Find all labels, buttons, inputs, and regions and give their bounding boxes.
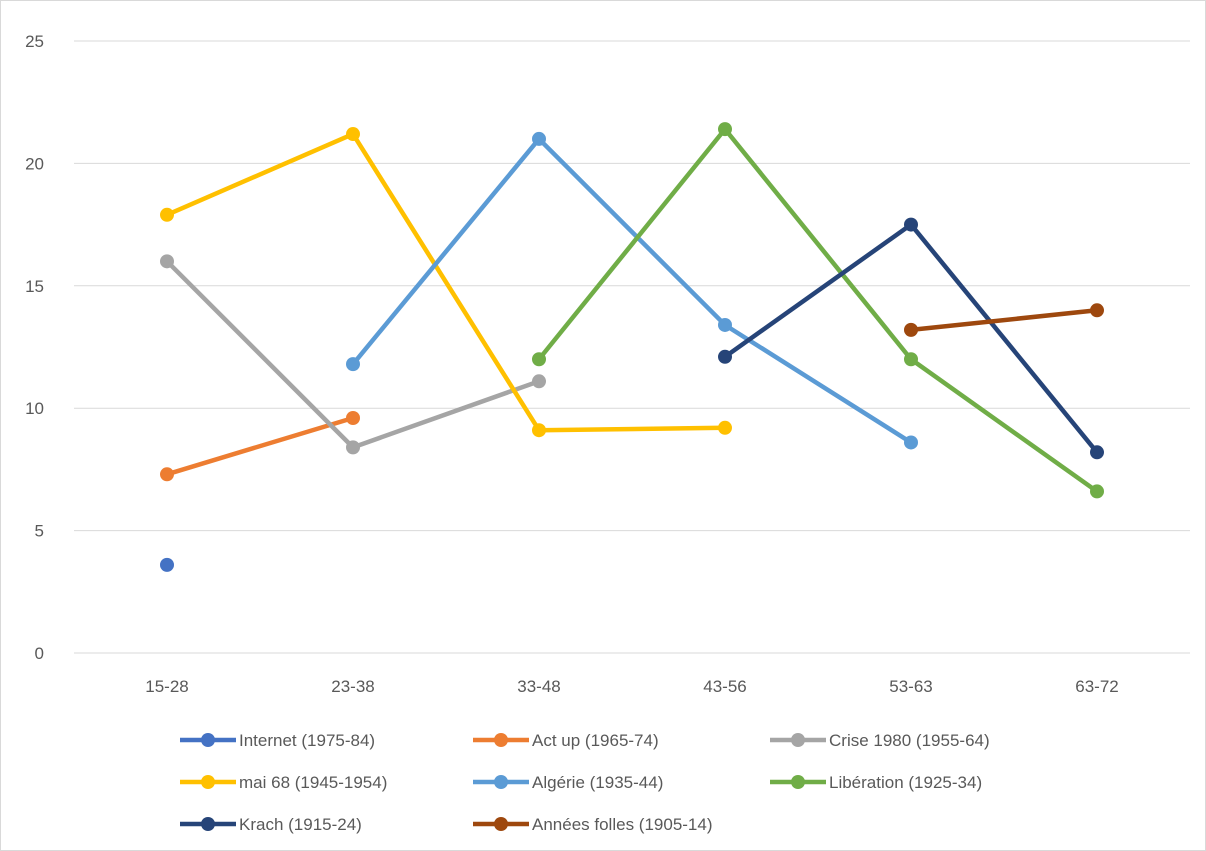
y-tick-label: 15 xyxy=(25,277,44,296)
data-point xyxy=(718,122,732,137)
data-point xyxy=(532,374,546,389)
legend-item: Internet (1975-84) xyxy=(180,731,375,750)
data-point xyxy=(904,352,918,367)
legend-label: Internet (1975-84) xyxy=(239,731,375,750)
gridlines xyxy=(74,40,1190,654)
series-4 xyxy=(346,131,918,450)
x-tick-label: 63-72 xyxy=(1075,677,1118,696)
legend-swatch-marker xyxy=(791,733,805,747)
legend-swatch-marker xyxy=(494,733,508,747)
x-tick-label: 53-63 xyxy=(889,677,932,696)
y-axis-ticks: 0 5 10 15 20 25 xyxy=(25,32,44,663)
series-7 xyxy=(904,303,1104,337)
series-line xyxy=(350,136,914,445)
legend-label: Act up (1965-74) xyxy=(532,731,659,750)
legend-swatch-marker xyxy=(494,775,508,789)
series-line xyxy=(164,415,356,477)
y-tick-label: 5 xyxy=(35,522,44,541)
series-line xyxy=(536,126,1100,494)
y-tick-label: 20 xyxy=(25,154,44,173)
series-0 xyxy=(160,557,174,572)
data-point xyxy=(160,254,174,269)
data-point xyxy=(1090,445,1104,460)
data-point xyxy=(346,127,360,142)
data-point xyxy=(160,467,174,482)
x-tick-label: 33-48 xyxy=(517,677,560,696)
data-point xyxy=(904,217,918,232)
series-2 xyxy=(160,254,546,455)
legend-swatch-marker xyxy=(201,817,215,831)
legend-item: Krach (1915-24) xyxy=(180,815,362,834)
legend-swatch-marker xyxy=(201,733,215,747)
legend-swatch-marker xyxy=(201,775,215,789)
series-1 xyxy=(160,410,360,482)
legend-item: Années folles (1905-14) xyxy=(473,815,713,834)
series-lines xyxy=(160,122,1104,572)
data-point xyxy=(718,349,732,364)
y-tick-label: 10 xyxy=(25,399,44,418)
series-6 xyxy=(718,217,1104,460)
y-tick-label: 0 xyxy=(35,644,44,663)
legend-item: mai 68 (1945-1954) xyxy=(180,773,387,792)
legend-label: Algérie (1935-44) xyxy=(532,773,663,792)
x-axis-ticks: 15-28 23-38 33-48 43-56 53-63 63-72 xyxy=(145,677,1118,696)
x-tick-label: 23-38 xyxy=(331,677,374,696)
data-point xyxy=(718,317,732,332)
data-point xyxy=(1090,484,1104,499)
legend-item: Algérie (1935-44) xyxy=(473,773,663,792)
legend-item: Crise 1980 (1955-64) xyxy=(770,731,990,750)
data-point xyxy=(346,357,360,372)
legend: Internet (1975-84) Act up (1965-74) Crise … xyxy=(180,731,990,834)
legend-item: Libération (1925-34) xyxy=(770,773,982,792)
legend-item: Act up (1965-74) xyxy=(473,731,659,750)
data-point xyxy=(904,322,918,337)
legend-swatch-marker xyxy=(494,817,508,831)
data-point xyxy=(904,435,918,450)
data-point xyxy=(346,410,360,425)
data-point xyxy=(346,440,360,455)
y-tick-label: 25 xyxy=(25,32,44,51)
series-5 xyxy=(532,122,1104,499)
series-3 xyxy=(160,127,732,438)
legend-label: Années folles (1905-14) xyxy=(532,815,713,834)
data-point xyxy=(160,207,174,222)
x-tick-label: 43-56 xyxy=(703,677,746,696)
data-point xyxy=(160,557,174,572)
legend-label: Crise 1980 (1955-64) xyxy=(829,731,990,750)
legend-label: Krach (1915-24) xyxy=(239,815,362,834)
data-point xyxy=(718,420,732,435)
series-line xyxy=(908,308,1100,333)
data-point xyxy=(532,352,546,367)
data-point xyxy=(1090,303,1104,318)
legend-label: Libération (1925-34) xyxy=(829,773,982,792)
x-tick-label: 15-28 xyxy=(145,677,188,696)
series-line xyxy=(164,131,728,433)
data-point xyxy=(532,131,546,146)
legend-swatch-marker xyxy=(791,775,805,789)
data-point xyxy=(532,423,546,438)
legend-label: mai 68 (1945-1954) xyxy=(239,773,387,792)
